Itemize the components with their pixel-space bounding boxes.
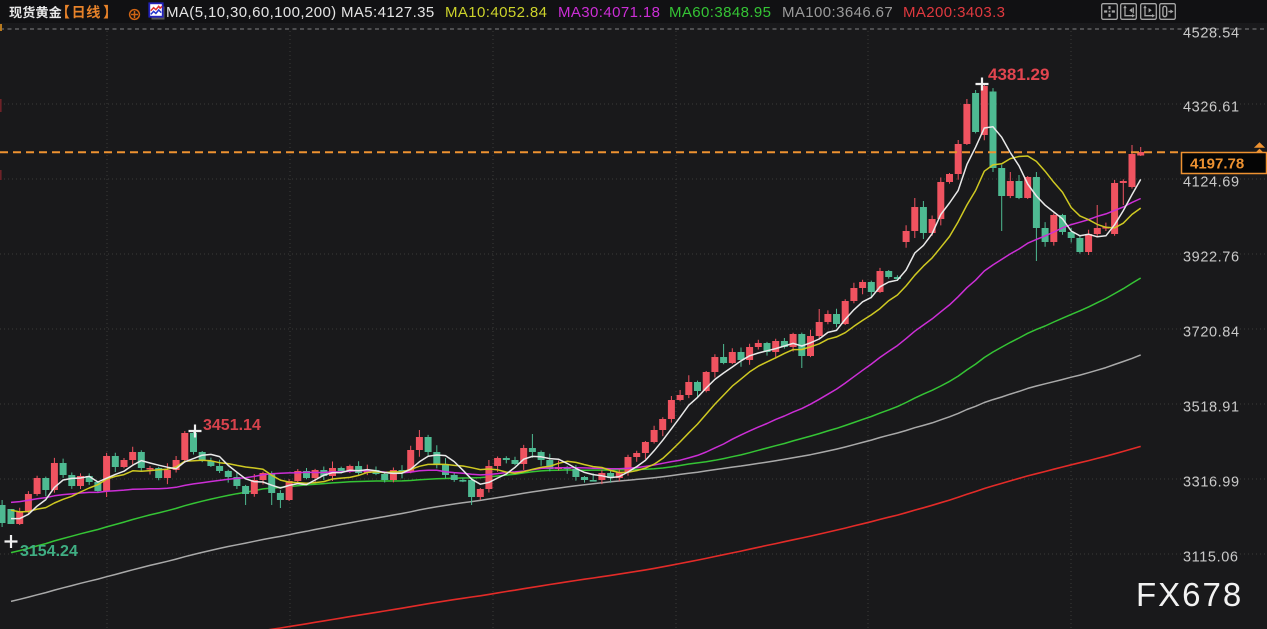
svg-text:4528.54: 4528.54: [1183, 25, 1240, 41]
svg-text:4197.78: 4197.78: [1190, 156, 1244, 173]
svg-text:4326.61: 4326.61: [1183, 100, 1240, 116]
svg-text:3922.76: 3922.76: [1183, 250, 1240, 266]
svg-text:3154.24: 3154.24: [20, 543, 78, 560]
svg-text:3720.84: 3720.84: [1183, 325, 1240, 341]
svg-text:3115.06: 3115.06: [1183, 550, 1239, 566]
svg-text:3316.99: 3316.99: [1183, 475, 1240, 491]
svg-text:3518.91: 3518.91: [1183, 400, 1240, 416]
svg-text:3451.14: 3451.14: [203, 417, 261, 434]
svg-text:4381.29: 4381.29: [988, 65, 1049, 84]
svg-text:4124.69: 4124.69: [1183, 175, 1240, 191]
svg-text:FX678: FX678: [1136, 576, 1243, 613]
